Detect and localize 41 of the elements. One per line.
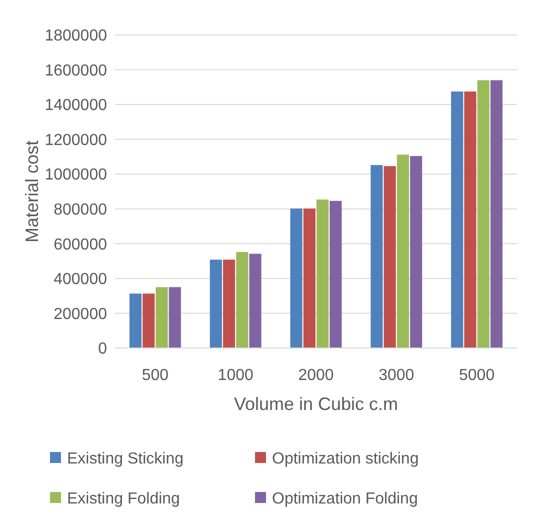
y-tick-label: 600000 [54, 236, 108, 254]
x-tick-label: 1000 [218, 367, 254, 384]
bar [490, 80, 503, 348]
bar [451, 92, 464, 348]
bar [210, 260, 222, 348]
y-tick-label: 1400000 [44, 97, 108, 114]
y-axis-title: Material cost [22, 140, 42, 243]
legend-label: Existing Folding [67, 490, 180, 508]
x-axis-title: Volume in Cubic c.m [234, 394, 398, 414]
bar [303, 208, 316, 348]
bar [290, 208, 302, 348]
bar [410, 156, 422, 348]
legend-label: Existing Sticking [67, 450, 184, 468]
bar [156, 287, 168, 348]
y-tick-label: 400000 [54, 271, 108, 288]
bar [142, 294, 155, 348]
bar [223, 260, 236, 348]
x-tick-label: 2000 [298, 367, 334, 384]
bar [370, 165, 383, 348]
y-tick-label: 1600000 [44, 62, 108, 80]
y-tick-label: 0 [98, 340, 108, 358]
y-tick-label: 1000000 [44, 166, 108, 184]
bar [464, 92, 476, 348]
x-tick-label: 5000 [459, 367, 495, 384]
bar [129, 294, 142, 348]
y-tick-label: 1800000 [44, 28, 108, 45]
bar [396, 154, 409, 348]
y-tick-label: 800000 [54, 201, 108, 218]
bar [168, 287, 181, 348]
legend-label: Optimization sticking [272, 450, 419, 468]
x-tick-label: 500 [142, 367, 169, 384]
y-tick-label: 200000 [54, 306, 108, 323]
bar [249, 254, 262, 348]
bar [316, 200, 329, 348]
bar [477, 80, 490, 348]
bar [384, 166, 396, 348]
legend-label: Optimization Folding [272, 490, 418, 508]
y-tick-label: 1200000 [44, 132, 108, 149]
bar [330, 200, 342, 348]
x-tick-label: 3000 [378, 367, 414, 384]
bar [236, 252, 248, 348]
